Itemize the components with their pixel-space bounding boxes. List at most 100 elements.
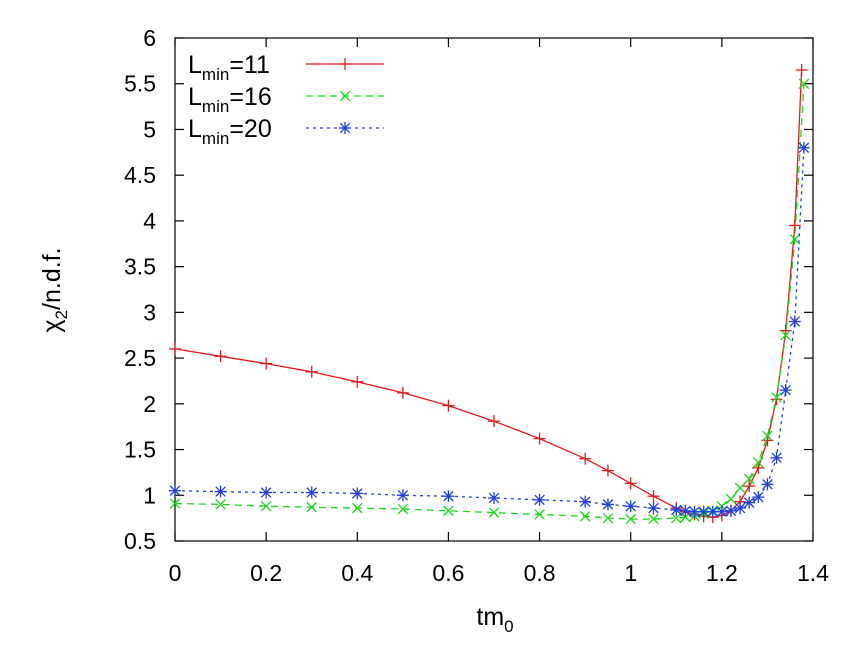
data-point <box>743 496 756 509</box>
axis-ticks <box>174 37 814 542</box>
series-line <box>174 83 805 520</box>
data-point <box>397 503 409 515</box>
data-point <box>715 505 728 518</box>
y-tick-label: 1.5 <box>124 437 156 463</box>
data-point <box>169 484 181 497</box>
series-layer <box>169 64 810 525</box>
data-point <box>789 233 801 245</box>
data-point <box>671 512 682 524</box>
legend-label: Lmin=11 <box>188 51 270 84</box>
data-point <box>488 507 500 518</box>
data-point <box>648 513 659 525</box>
x-tick-label: 0.8 <box>524 560 556 586</box>
data-point <box>214 485 227 498</box>
data-point <box>753 457 764 468</box>
data-point <box>734 482 746 494</box>
y-tick-label: 3.5 <box>124 254 156 280</box>
data-point <box>601 464 614 477</box>
y-tick-label: 5.5 <box>124 71 156 97</box>
x-tick-label: 0 <box>169 560 182 586</box>
data-point <box>625 513 636 525</box>
data-point <box>442 490 455 503</box>
y-tick-label: 5 <box>143 116 156 142</box>
data-point <box>624 477 637 490</box>
data-point <box>214 350 227 363</box>
data-point <box>647 502 660 515</box>
data-point <box>306 501 317 513</box>
y-tick-label: 2.5 <box>124 345 156 371</box>
tick-labels: 0 0.2 0.4 0.6 0.8 1 1.2 1.4 0.5 1 1.5 2 2.5 3 3.5 4 4.5 5… <box>124 25 829 586</box>
data-point <box>352 502 363 514</box>
series-line <box>174 147 805 513</box>
data-point <box>305 365 318 378</box>
data-point <box>734 502 747 515</box>
data-point <box>260 486 273 499</box>
data-point <box>533 493 546 506</box>
data-point <box>679 504 692 517</box>
data-point <box>396 386 409 399</box>
data-point <box>771 392 782 403</box>
data-point <box>798 78 810 89</box>
data-point <box>215 499 226 510</box>
data-point <box>752 461 765 474</box>
data-point <box>624 500 637 513</box>
data-point <box>260 500 272 512</box>
data-point <box>788 315 801 328</box>
y-tick-label: 4 <box>143 208 156 234</box>
data-point <box>339 122 351 134</box>
data-point <box>762 430 773 442</box>
data-point <box>339 90 351 102</box>
data-point <box>797 141 810 154</box>
legend-entry: Lmin=11 <box>188 51 384 84</box>
data-point <box>670 503 683 516</box>
x-tick-label: 1 <box>624 560 637 586</box>
data-point <box>579 495 592 508</box>
legend-entry: Lmin=16 <box>188 83 384 116</box>
data-point <box>752 491 765 504</box>
x-tick-label: 1.2 <box>706 560 738 586</box>
data-point <box>647 490 660 503</box>
x-tick-label: 0.4 <box>341 560 373 586</box>
data-point <box>601 498 614 511</box>
data-point <box>579 511 591 522</box>
x-tick-label: 0.6 <box>432 560 464 586</box>
series-2 <box>169 78 810 525</box>
data-point <box>339 58 351 70</box>
data-point <box>725 493 737 505</box>
plot-frame <box>174 37 814 542</box>
legend-label: Lmin=16 <box>188 83 272 116</box>
legend-entry: Lmin=20 <box>188 115 384 148</box>
data-point <box>724 504 737 517</box>
data-point <box>602 512 614 524</box>
x-axis-label: tm0 <box>476 603 513 636</box>
data-point <box>743 473 755 485</box>
data-point <box>169 342 181 355</box>
data-point <box>396 489 409 502</box>
data-point <box>780 329 791 341</box>
y-tick-label: 1 <box>143 482 156 508</box>
y-tick-label: 2 <box>143 391 156 417</box>
data-point <box>169 498 181 509</box>
x-tick-label: 1.4 <box>797 560 829 586</box>
legend-label: Lmin=20 <box>188 115 272 148</box>
data-point <box>443 505 454 517</box>
data-point <box>779 384 792 397</box>
y-tick-label: 6 <box>143 25 156 51</box>
data-point <box>351 375 364 388</box>
data-point <box>488 492 500 505</box>
data-point <box>533 432 546 445</box>
data-point <box>770 451 783 464</box>
x-tick-label: 0.2 <box>250 560 282 586</box>
data-point <box>351 487 364 500</box>
data-point <box>795 64 808 77</box>
data-point <box>442 399 455 412</box>
y-axis-label: χ2/n.d.f. <box>38 247 71 332</box>
y-tick-label: 0.5 <box>124 528 156 554</box>
data-point <box>305 486 318 499</box>
y-tick-label: 3 <box>143 299 156 325</box>
series-3 <box>169 141 810 518</box>
data-point <box>579 452 592 465</box>
data-point <box>743 480 756 493</box>
